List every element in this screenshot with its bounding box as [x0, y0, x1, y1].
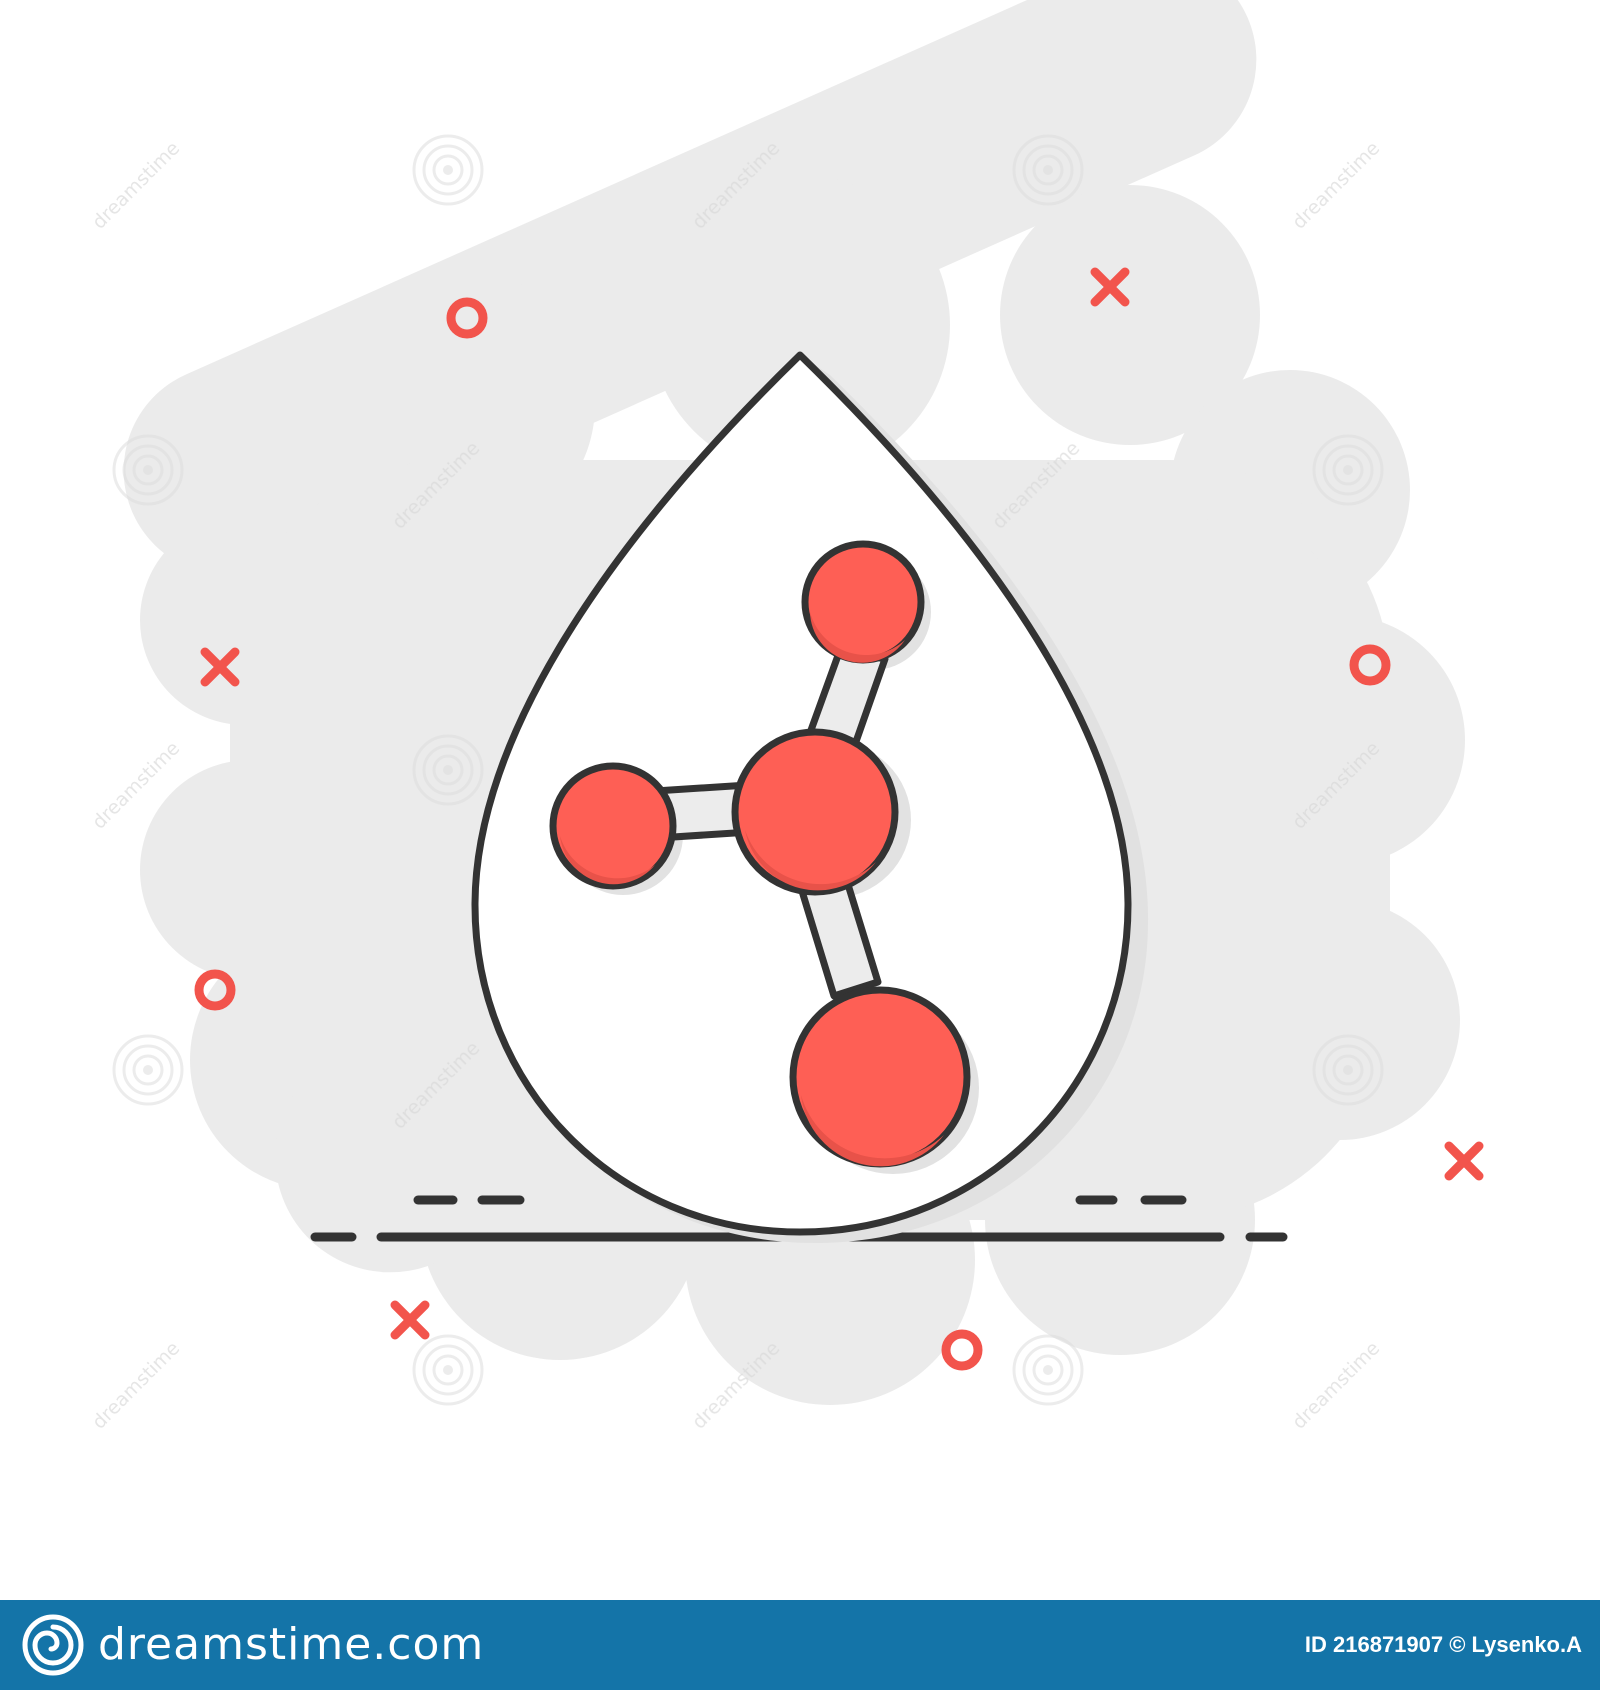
footer-bar: dreamstime.com ID 216871907 © Lysenko.A	[0, 1600, 1600, 1690]
svg-text:dreamstime: dreamstime	[1288, 1337, 1384, 1433]
illustration: dreamstime dreamstime dreamstime dreamst…	[88, 0, 1484, 1434]
circle-ring-icon	[941, 1329, 983, 1371]
brand-name: dreamstime.com	[98, 1619, 485, 1670]
circle-ring-icon	[1349, 644, 1391, 686]
brand[interactable]: dreamstime.com	[22, 1600, 484, 1690]
cross-mark-icon	[1444, 1141, 1484, 1181]
svg-text:dreamstime: dreamstime	[88, 137, 184, 233]
molecule-icon	[549, 540, 979, 1174]
svg-text:dreamstime: dreamstime	[88, 1337, 184, 1433]
cross-mark-icon	[200, 647, 240, 687]
decorations	[194, 267, 1484, 1371]
circle-ring-icon	[446, 297, 488, 339]
svg-text:dreamstime: dreamstime	[1288, 137, 1384, 233]
molecule-atom	[731, 728, 899, 896]
molecule-atom	[549, 762, 677, 890]
image-credit: ID 216871907 © Lysenko.A	[1304, 1632, 1582, 1657]
circle-ring-icon	[194, 969, 236, 1011]
cross-mark-icon	[1090, 267, 1130, 307]
cross-mark-icon	[390, 1300, 430, 1340]
dreamstime-logo-icon	[22, 1614, 84, 1676]
